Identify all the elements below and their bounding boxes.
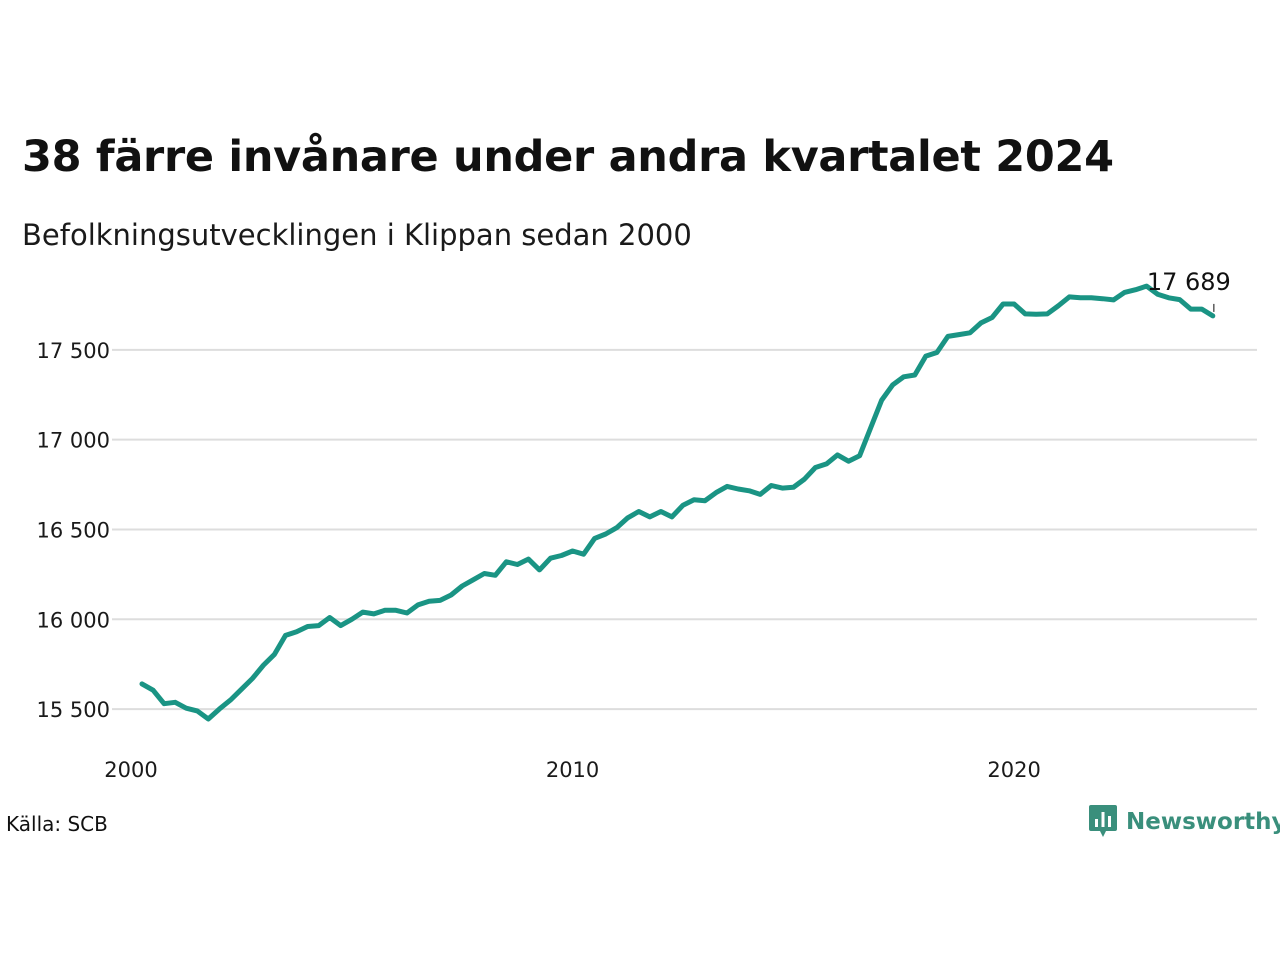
y-axis-ticks: 15 500 16 000 16 500 17 000 17 500 [37, 339, 110, 722]
y-tick-label: 17 500 [37, 339, 110, 363]
series-line [139, 283, 1216, 722]
annotation-layer: 17 689 [1147, 268, 1231, 312]
source-note: Källa: SCB [6, 812, 108, 836]
brand-name: Newsworthy [1126, 809, 1280, 835]
y-tick-label: 16 000 [37, 608, 110, 632]
newsworthy-logo-icon [1089, 805, 1117, 837]
chart-title: 38 färre invånare under andra kvartalet … [22, 132, 1114, 182]
x-tick-label: 2010 [546, 758, 599, 782]
y-tick-label: 15 500 [37, 698, 110, 722]
gridlines [112, 348, 1257, 711]
x-tick-label: 2000 [104, 758, 157, 782]
series-layer [139, 283, 1216, 722]
x-axis-ticks: 2000 2010 2020 [104, 758, 1041, 782]
chart-subtitle: Befolkningsutvecklingen i Klippan sedan … [22, 218, 692, 252]
brand-logo[interactable]: Newsworthy [1088, 804, 1280, 840]
last-value-label: 17 689 [1147, 268, 1231, 296]
y-tick-label: 16 500 [37, 518, 110, 542]
y-tick-label: 17 000 [37, 429, 110, 453]
x-tick-label: 2020 [987, 758, 1040, 782]
